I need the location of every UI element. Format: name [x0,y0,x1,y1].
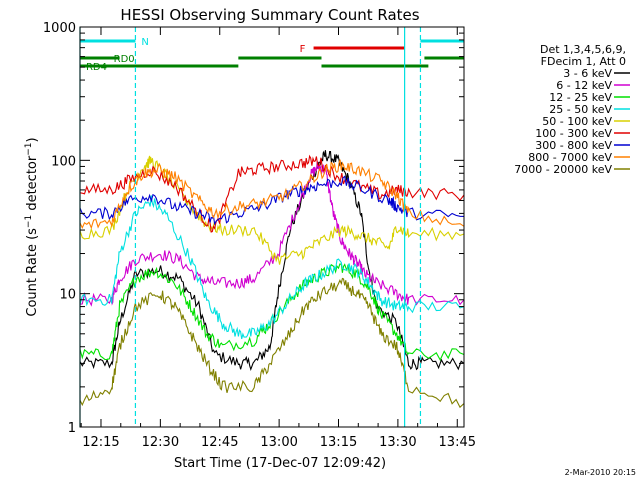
series-layer [79,150,465,409]
x-axis-label: Start Time (17-Dec-07 12:09:42) [174,456,386,471]
flag-bars: N F RD0 RD4 [80,37,464,73]
legend-header-1: FDecim 1, Att 0 [541,55,626,68]
y-tick-label-1: 10 [59,288,76,303]
legend-header-0: Det 1,3,4,5,6,9, [540,43,626,56]
y-tick-label-2: 100 [51,154,76,169]
plot-frame [79,26,465,428]
x-axis: 12:15 12:30 12:45 13:00 13:15 13:30 13:45 [80,27,476,450]
series-line-6 [79,175,465,226]
y-axis: 1 10 100 1000 [43,21,464,436]
legend-label-2: 12 - 25 keV [549,91,612,104]
x-tick-label-0: 12:15 [82,435,119,450]
flag-label-0: N [141,37,148,48]
legend: Det 1,3,4,5,6,9,FDecim 1, Att 03 - 6 keV… [514,43,630,176]
legend-label-5: 100 - 300 keV [535,127,612,140]
flag-label-2: RD0 [114,54,135,65]
series-line-4 [79,155,465,265]
y-tick-label-0: 1 [68,421,76,436]
legend-label-0: 3 - 6 keV [563,67,612,80]
y-tick-label-3: 1000 [43,21,76,36]
legend-label-6: 300 - 800 keV [535,139,612,152]
y-axis-label: Count Rate (s−1 detector−1) [24,137,40,316]
series-line-8 [79,277,465,409]
legend-label-7: 800 - 7000 keV [528,151,612,164]
x-tick-label-6: 13:45 [439,435,476,450]
x-tick-label-5: 13:30 [379,435,416,450]
legend-label-3: 25 - 50 keV [549,103,612,116]
x-tick-label-4: 13:15 [320,435,357,450]
x-tick-label-1: 12:30 [142,435,179,450]
series-line-1 [79,161,465,307]
series-line-3 [79,195,465,340]
series-line-7 [79,159,465,230]
flag-label-3: RD4 [86,62,107,73]
x-tick-label-2: 12:45 [201,435,238,450]
flag-label-1: F [300,44,306,55]
legend-label-1: 6 - 12 keV [556,79,612,92]
series-line-2 [79,263,465,362]
x-tick-label-3: 13:00 [260,435,297,450]
legend-label-8: 7000 - 20000 keV [514,163,612,176]
chart-title: HESSI Observing Summary Count Rates [120,6,419,24]
footer-date: 2-Mar-2010 20:15 [565,468,636,477]
series-line-5 [79,154,465,233]
legend-label-4: 50 - 100 keV [542,115,612,128]
